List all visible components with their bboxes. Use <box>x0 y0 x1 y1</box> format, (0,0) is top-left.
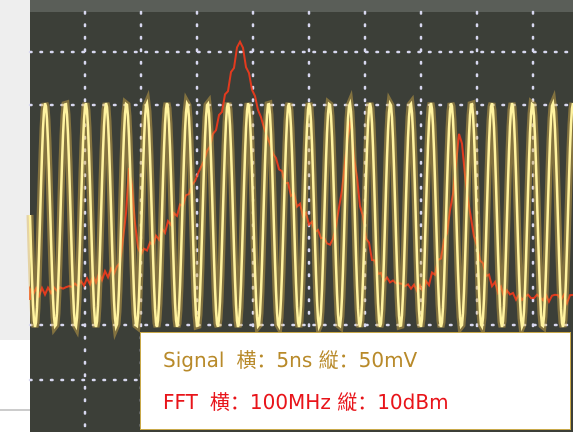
annotation-box: Signal 横：5ns 縦：50mV FFT 横：100MHz 縦：10dBm <box>140 332 571 430</box>
screen-top-edge <box>30 0 573 12</box>
annotation-label: Signal <box>163 348 224 372</box>
annotation-line: FFT 横：100MHz 縦：10dBm <box>163 381 570 423</box>
page: Signal 横：5ns 縦：50mV FFT 横：100MHz 縦：10dBm <box>0 0 573 432</box>
annotation-text: 横：100MHz 縦：10dBm <box>210 390 449 414</box>
annotation-label: FFT <box>163 390 198 414</box>
annotation-text: 横：5ns 縦：50mV <box>236 348 417 372</box>
annotation-line: Signal 横：5ns 縦：50mV <box>163 339 570 381</box>
side-panel <box>0 0 32 340</box>
